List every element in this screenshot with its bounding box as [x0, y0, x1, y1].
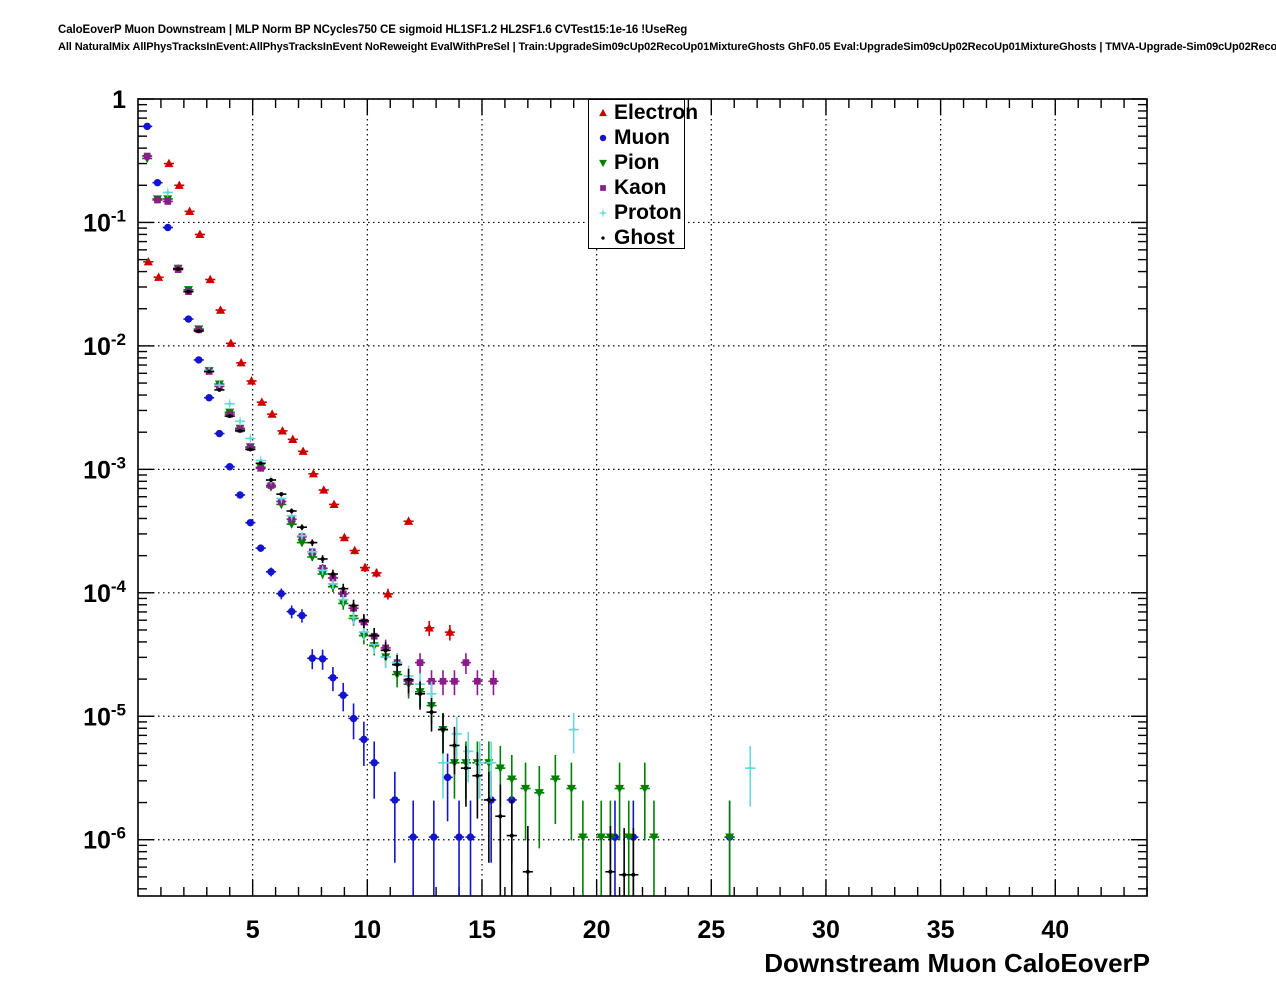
y-tick-label: 1: [112, 86, 126, 114]
data-points: [142, 122, 756, 896]
y-tick-label: 10-6: [83, 824, 126, 855]
legend-item-ghost[interactable]: Ghost: [589, 225, 684, 250]
axis-ticks: [138, 98, 1148, 896]
x-tick-label: 40: [1041, 916, 1069, 944]
x-tick-label: 20: [583, 916, 611, 944]
circle-icon: [592, 127, 614, 149]
x-tick-label: 25: [697, 916, 725, 944]
y-tick-label: 10-1: [83, 206, 126, 237]
x-tick-label: 15: [468, 916, 496, 944]
axis-tick-labels: 5 10 15 20 25 30 35 40 1 10-1 10-2 10-3 10-4 10-5 10-6: [83, 86, 1069, 944]
x-tick-label: 35: [927, 916, 955, 944]
series-pion: [142, 154, 735, 896]
star-icon: [592, 202, 614, 224]
series-proton: [162, 186, 756, 807]
triangle-up-icon: [592, 102, 614, 124]
legend-label: Kaon: [614, 176, 667, 199]
y-tick-label: 10-2: [83, 330, 126, 361]
series-electron: [143, 158, 455, 641]
x-tick-label: 10: [353, 916, 381, 944]
dot-icon: [592, 227, 614, 249]
y-tick-label: 10-4: [83, 577, 126, 608]
legend-item-kaon[interactable]: Kaon: [589, 175, 684, 200]
legend-label: Pion: [614, 151, 660, 174]
legend-item-electron[interactable]: Electron: [589, 100, 698, 125]
x-tick-label: 30: [812, 916, 840, 944]
title-line-2: All NaturalMix AllPhysTracksInEvent:AllP…: [58, 41, 1276, 53]
legend-item-proton[interactable]: Proton: [589, 200, 684, 225]
square-icon: [592, 177, 614, 199]
title-block: CaloEoverP Muon Downstream | MLP Norm BP…: [58, 22, 1276, 56]
legend-label: Proton: [614, 201, 682, 224]
series-muon: [142, 122, 735, 896]
triangle-down-icon: [592, 152, 614, 174]
legend-label: Muon: [614, 126, 670, 149]
legend: Electron Muon Pion Kaon Proton Ghost: [588, 99, 698, 250]
title-line-1: CaloEoverP Muon Downstream | MLP Norm BP…: [58, 24, 688, 36]
series-ghost: [173, 266, 639, 896]
legend-item-muon[interactable]: Muon: [589, 125, 684, 150]
x-axis-title: Downstream Muon CaloEoverP: [764, 948, 1150, 978]
legend-label: Electron: [614, 101, 699, 124]
legend-label: Ghost: [614, 226, 675, 249]
y-tick-label: 10-3: [83, 453, 126, 484]
y-tick-label: 10-5: [83, 700, 126, 731]
x-tick-label: 5: [246, 916, 260, 944]
legend-item-pion[interactable]: Pion: [589, 150, 684, 175]
